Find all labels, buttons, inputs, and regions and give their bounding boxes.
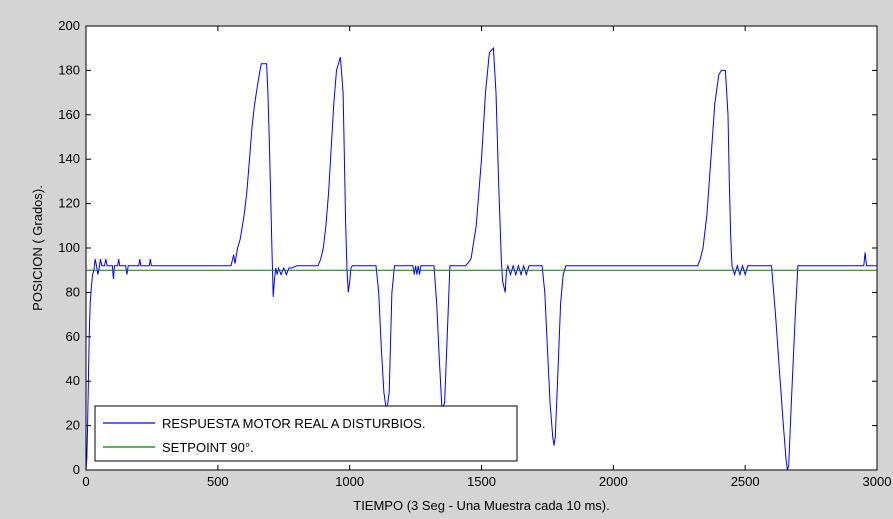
x-tick-label: 0 xyxy=(82,474,89,489)
x-tick-label: 2000 xyxy=(599,474,628,489)
y-tick-label: 140 xyxy=(58,151,80,166)
x-tick-label: 2500 xyxy=(731,474,760,489)
x-tick-label: 500 xyxy=(207,474,229,489)
series-response-line xyxy=(85,46,877,471)
legend-box xyxy=(94,405,518,462)
legend-entry-response: RESPUESTA MOTOR REAL A DISTURBIOS. xyxy=(162,416,425,431)
y-tick-label: 0 xyxy=(73,462,80,477)
y-tick-label: 60 xyxy=(66,329,80,344)
x-tick-label: 1000 xyxy=(335,474,364,489)
y-axis-label: POSICION ( Grados). xyxy=(30,185,45,311)
y-axis: 0 20 40 60 80 100 120 140 160 180 200 xyxy=(58,18,877,477)
x-axis-label: TIEMPO (3 Seg - Una Muestra cada 10 ms). xyxy=(353,498,609,513)
y-tick-label: 160 xyxy=(58,107,80,122)
y-tick-label: 100 xyxy=(58,240,80,255)
y-tick-label: 20 xyxy=(66,418,80,433)
series-layer xyxy=(85,46,877,471)
legend-entry-setpoint: SETPOINT 90°. xyxy=(162,440,254,455)
y-tick-label: 180 xyxy=(58,62,80,77)
x-tick-label: 1500 xyxy=(467,474,496,489)
plot-area xyxy=(85,25,878,471)
legend: RESPUESTA MOTOR REAL A DISTURBIOS. SETPO… xyxy=(94,405,518,462)
y-tick-label: 200 xyxy=(58,18,80,33)
x-tick-label: 3000 xyxy=(863,474,892,489)
x-axis: 0 500 1000 1500 2000 2500 3000 xyxy=(82,26,891,489)
y-tick-label: 40 xyxy=(66,373,80,388)
y-tick-label: 80 xyxy=(66,284,80,299)
y-tick-label: 120 xyxy=(58,196,80,211)
